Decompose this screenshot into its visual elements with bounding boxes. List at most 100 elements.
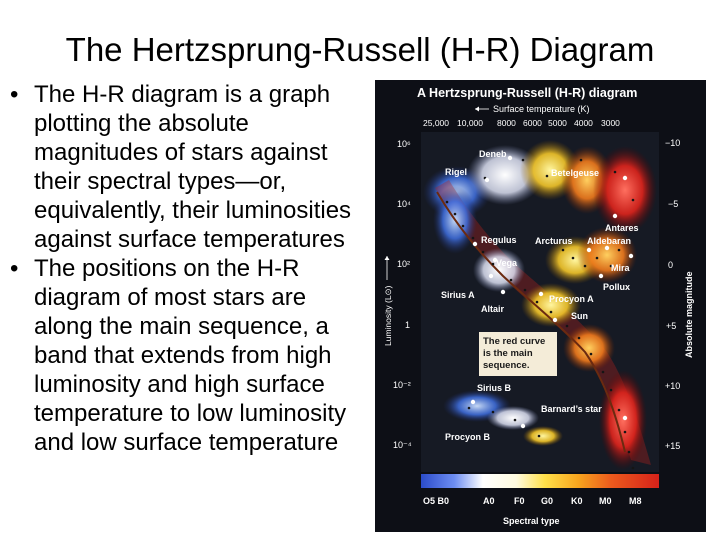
left-tick: 10⁶	[397, 139, 411, 149]
sun-label: Sun	[571, 311, 588, 321]
left-tick: 10²	[397, 259, 410, 269]
star-dot	[631, 466, 635, 470]
sirius-b-label: Sirius B	[477, 383, 512, 393]
star-dot	[609, 264, 613, 268]
star-labels: Deneb Rigel Betelgeuse Antares Regulus A…	[441, 149, 639, 442]
left-ticks: 10⁶ 10⁴ 10² 1 10⁻² 10⁻⁴	[393, 139, 412, 450]
star-dot	[589, 352, 593, 356]
star-dot	[461, 224, 465, 228]
star-dot	[549, 310, 553, 314]
left-tick: 10⁻⁴	[393, 440, 412, 450]
ms-orange-glow	[563, 324, 615, 372]
star-dot	[609, 388, 613, 392]
star-dot	[471, 236, 475, 240]
note-line: The red curve	[483, 336, 545, 347]
rigel-marker	[484, 177, 490, 183]
altair-marker	[500, 289, 506, 295]
rigel-label: Rigel	[445, 167, 467, 177]
mira-marker	[628, 253, 634, 259]
star-dot	[491, 262, 495, 266]
betelgeuse-label: Betelgeuse	[551, 168, 599, 178]
bottom-tick: A0	[483, 496, 495, 506]
star-dot	[523, 288, 527, 292]
pollux-label: Pollux	[603, 282, 630, 292]
star-dot	[577, 336, 581, 340]
white-dwarf-yellow-glow	[523, 426, 563, 446]
star-dot	[467, 406, 471, 410]
note-text: The red curve is the main sequence.	[483, 336, 545, 371]
vega-label: Vega	[496, 258, 518, 268]
left-tick: 10⁴	[397, 199, 411, 209]
right-tick: −5	[668, 199, 678, 209]
procyon-a-label: Procyon A	[549, 294, 594, 304]
bottom-tick: F0	[514, 496, 525, 506]
bottom-tick: M8	[629, 496, 642, 506]
bullet-dot: •	[10, 81, 19, 108]
star-dot	[601, 370, 605, 374]
star-dots	[445, 158, 635, 470]
note-box	[479, 332, 557, 376]
hr-diagram-figure: A Hertzsprung-Russell (H-R) diagram Surf…	[375, 80, 706, 532]
top-tick: 8000	[497, 118, 516, 128]
star-dot	[513, 418, 517, 422]
top-tick: 3000	[601, 118, 620, 128]
star-dot	[535, 300, 539, 304]
bottom-tick: O5 B0	[423, 496, 449, 506]
bullet-list: • The H-R diagram is a graph plotting the…	[8, 80, 370, 457]
procyon-a-marker	[538, 291, 544, 297]
star-dot	[571, 256, 575, 260]
star-dot	[623, 430, 627, 434]
pollux-marker	[598, 273, 604, 279]
star-dot	[445, 200, 449, 204]
ms-white-glow	[473, 248, 525, 292]
left-axis-arrowhead	[384, 256, 390, 260]
bullet-dot: •	[10, 255, 19, 282]
right-ticks: −10 −5 0 +5 +10 +15	[665, 138, 680, 451]
right-axis-label: Absolute magnitude	[684, 271, 694, 358]
named-star-markers	[470, 155, 634, 429]
bottom-tick: G0	[541, 496, 553, 506]
top-tick: 4000	[574, 118, 593, 128]
top-tick: 10,000	[457, 118, 483, 128]
star-dot	[627, 450, 631, 454]
star-dot	[617, 408, 621, 412]
left-axis-label: Luminosity (L⊙)	[383, 285, 393, 346]
sirius-a-marker	[488, 273, 494, 279]
star-dot	[453, 212, 457, 216]
sun-marker	[552, 317, 558, 323]
top-ticks: 25,000 10,000 8000 6000 5000 4000 3000	[423, 118, 620, 128]
deneb-label: Deneb	[479, 149, 507, 159]
spectral-color-bar	[421, 474, 659, 488]
bottom-tick: K0	[571, 496, 583, 506]
top-axis-label: Surface temperature (K)	[493, 104, 590, 114]
star-dot	[481, 250, 485, 254]
sirius-b-marker	[470, 399, 476, 405]
right-tick: +5	[666, 321, 676, 331]
star-dot	[583, 264, 587, 268]
bullet-text: The H-R diagram is a graph plotting the …	[34, 81, 352, 253]
figure-title: A Hertzsprung-Russell (H-R) diagram	[417, 86, 637, 100]
star-dot	[617, 248, 621, 252]
sirius-a-label: Sirius A	[441, 290, 475, 300]
vega-marker	[492, 257, 498, 263]
supergiant-red-glow	[593, 146, 657, 234]
right-tick: +15	[665, 441, 680, 451]
barnards-star-label: Barnard’s star	[541, 404, 602, 414]
bullet-item: • The positions on the H-R diagram of mos…	[8, 254, 370, 457]
star-dot	[579, 158, 583, 162]
slide-title: The Hertzsprung-Russell (H-R) Diagram	[65, 31, 655, 68]
regulus-marker	[472, 241, 478, 247]
star-dot	[537, 434, 541, 438]
star-dot	[565, 324, 569, 328]
right-tick: 0	[668, 260, 673, 270]
ms-yellow-glow	[521, 283, 581, 327]
star-dot	[521, 158, 525, 162]
bottom-axis-label: Spectral type	[503, 516, 560, 526]
arcturus-label: Arcturus	[535, 236, 573, 246]
altair-label: Altair	[481, 304, 505, 314]
arcturus-marker	[586, 247, 592, 253]
top-tick: 5000	[548, 118, 567, 128]
betelgeuse-marker	[622, 175, 628, 181]
antares-marker	[612, 213, 618, 219]
regulus-label: Regulus	[481, 235, 517, 245]
